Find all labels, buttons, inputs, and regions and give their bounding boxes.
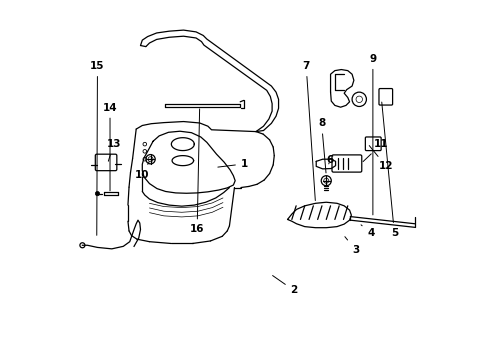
Text: 7: 7 bbox=[302, 61, 315, 201]
Text: 16: 16 bbox=[189, 109, 204, 234]
Text: 12: 12 bbox=[368, 145, 393, 171]
Text: 14: 14 bbox=[102, 103, 117, 191]
Text: 9: 9 bbox=[368, 54, 376, 215]
FancyBboxPatch shape bbox=[365, 137, 380, 150]
Circle shape bbox=[95, 192, 100, 196]
FancyBboxPatch shape bbox=[95, 154, 117, 171]
Text: 6: 6 bbox=[325, 155, 333, 165]
FancyBboxPatch shape bbox=[331, 155, 361, 172]
Text: 4: 4 bbox=[360, 225, 374, 238]
Text: 2: 2 bbox=[272, 275, 297, 296]
Text: 13: 13 bbox=[106, 139, 121, 161]
Text: 3: 3 bbox=[344, 237, 359, 255]
Text: 8: 8 bbox=[317, 118, 325, 173]
Text: 15: 15 bbox=[90, 61, 104, 235]
FancyBboxPatch shape bbox=[378, 89, 392, 105]
Text: 1: 1 bbox=[217, 159, 247, 169]
Text: 11: 11 bbox=[362, 139, 388, 162]
Text: 5: 5 bbox=[381, 102, 397, 238]
Text: 10: 10 bbox=[135, 162, 149, 180]
